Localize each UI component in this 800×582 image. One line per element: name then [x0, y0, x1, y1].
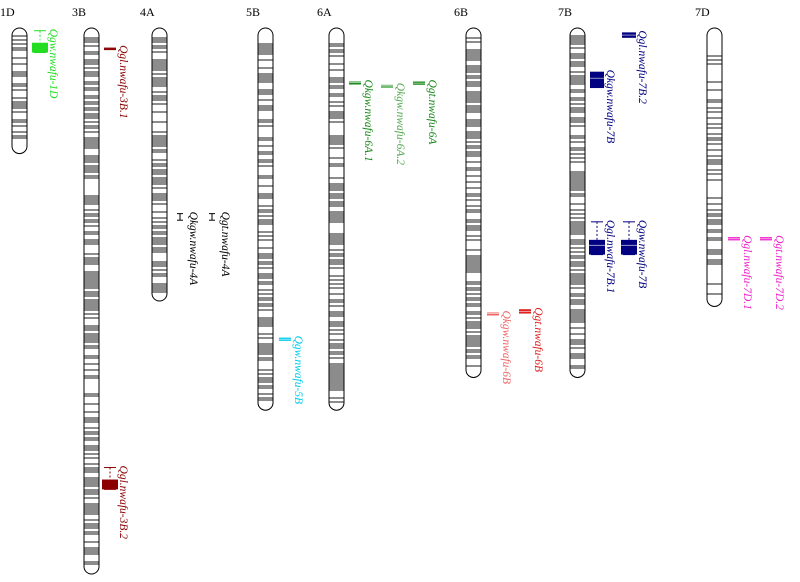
qtl-label: Qkgw.nwafu-6A.1: [362, 80, 374, 162]
chromosome-label: 5B: [246, 5, 260, 19]
chromosome-labels: 1D 3B 4A 5B 6A 6B 7B 7D: [0, 5, 710, 19]
chromosome-6B: [465, 27, 482, 378]
qtl-Qgt.nwafu-7D.2: Qgt.nwafu-7D.2: [759, 235, 785, 310]
chromosome-label: 7D: [695, 5, 710, 19]
chromosome-4A: [151, 27, 168, 302]
qtl-Qgw.nwafu-7B: Qgw.nwafu-7B: [620, 220, 648, 288]
qtl-label: Qgt.nwafu-4A: [219, 212, 231, 278]
qtl-label: Qgt.nwafu-7D.2: [773, 235, 785, 310]
qtl-Qkgw.nwafu-7B: Qkgw.nwafu-7B: [589, 70, 616, 144]
chromosomes: [11, 27, 723, 575]
chromosome-7B: [569, 27, 586, 378]
qtl-label: Qgl.nwafu-7B.2: [636, 30, 648, 104]
qtl-Qgt.nwafu-6B: Qgt.nwafu-6B: [518, 307, 544, 372]
qtl-Qgl.nwafu-7D.1: Qgl.nwafu-7D.1: [727, 235, 753, 310]
qtl-label: Qkgw.nwafu-6B: [500, 310, 512, 384]
qtl-label: Qgl.nwafu-3B.2: [117, 466, 129, 540]
chromosome-body: [83, 27, 100, 575]
qtl-interval: [102, 479, 118, 490]
chromosome-body: [328, 27, 345, 411]
chromosome-1D: [11, 27, 28, 155]
chromosome-label: 6A: [317, 5, 332, 19]
chromosome-body: [151, 27, 168, 302]
qtl-Qgl.nwafu-7B.1: Qgl.nwafu-7B.1: [588, 220, 616, 293]
chromosome-6A: [328, 27, 345, 411]
chromosome-body: [706, 27, 723, 307]
qtl-Qkgw.nwafu-6A.1: Qkgw.nwafu-6A.1: [348, 80, 374, 162]
qtl-label: Qkgw.nwafu-6A.2: [394, 83, 406, 165]
qtl-interval: [381, 84, 393, 88]
qtl-label: Qgl.nwafu-3B.1: [117, 45, 129, 118]
qtl-interval: [589, 239, 605, 255]
qtl-Qkgw.nwafu-6B: Qkgw.nwafu-6B: [486, 310, 512, 384]
qtl-label: Qgw.nwafu-5B: [292, 336, 304, 404]
qtl-Qgt.nwafu-4A: Qgt.nwafu-4A: [209, 212, 231, 278]
chromosome-body: [257, 27, 274, 411]
qtl-interval: [104, 47, 116, 51]
qtl-markers: Qgw.nwafu-1D Qgl.nwafu-3B.1 Qgl.nwafu-3B.2…: [31, 29, 785, 540]
qtl-Qgl.nwafu-3B.2: Qgl.nwafu-3B.2: [101, 466, 129, 540]
chromosome-body: [11, 27, 28, 155]
qtl-label: Qgt.nwafu-6A: [426, 80, 438, 146]
chromosome-body: [465, 27, 482, 378]
chromosome-5B: [257, 27, 274, 411]
qtl-Qkgw.nwafu-4A: Qkgw.nwafu-4A: [177, 212, 199, 287]
qtl-Qgw.nwafu-1D: Qgw.nwafu-1D: [31, 29, 59, 99]
chromosome-label: 3B: [72, 5, 86, 19]
qtl-interval: [590, 71, 604, 89]
qtl-label: Qgl.nwafu-7B.1: [604, 220, 616, 293]
qtl-label: Qgw.nwafu-1D: [47, 29, 59, 99]
qtl-Qgl.nwafu-3B.1: Qgl.nwafu-3B.1: [103, 45, 129, 119]
qtl-label: Qkgw.nwafu-7B: [604, 70, 616, 144]
qtl-interval: [32, 42, 48, 53]
qtl-label: Qkgw.nwafu-4A: [187, 212, 199, 287]
chromosome-7D: [706, 27, 723, 307]
qtl-interval: [621, 239, 637, 255]
qtl-label: Qgw.nwafu-7B: [636, 220, 648, 288]
qtl-Qgw.nwafu-5B: Qgw.nwafu-5B: [278, 336, 304, 404]
qtl-Qgl.nwafu-7B.2: Qgl.nwafu-7B.2: [621, 30, 648, 104]
chromosome-label: 7B: [558, 5, 572, 19]
chromosome-label: 6B: [454, 5, 468, 19]
chromosome-3B: [83, 27, 100, 575]
chromosome-body: [569, 27, 586, 378]
qtl-interval: [487, 312, 499, 316]
chromosome-label: 4A: [140, 5, 155, 19]
chromosome-label: 1D: [0, 5, 15, 19]
qtl-Qgt.nwafu-6A: Qgt.nwafu-6A: [412, 80, 438, 146]
qtl-label: Qgt.nwafu-6B: [532, 307, 544, 372]
qtl-interval: [349, 81, 361, 85]
qtl-label: Qgl.nwafu-7D.1: [741, 235, 753, 310]
qtl-Qkgw.nwafu-6A.2: Qkgw.nwafu-6A.2: [380, 83, 406, 165]
